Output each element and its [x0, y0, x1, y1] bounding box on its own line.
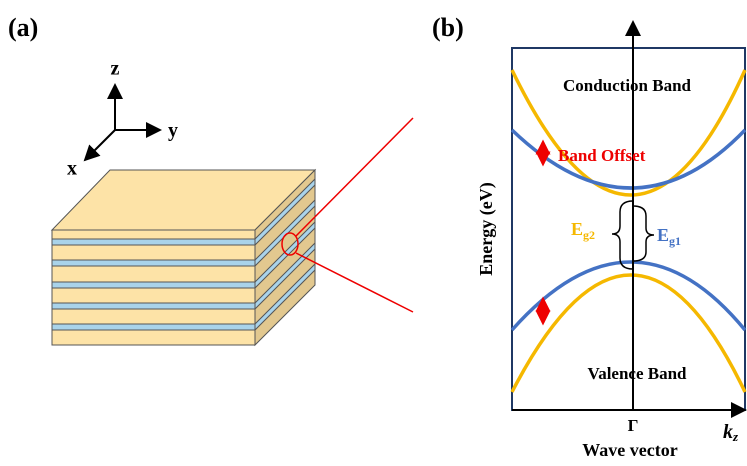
eg2-label: Eg2: [571, 219, 595, 242]
band-offset-label: Band Offset: [558, 146, 646, 165]
layer-stack: [52, 170, 315, 345]
kz-label: kz: [723, 421, 739, 444]
bands: [512, 70, 745, 392]
kz-main: k: [723, 421, 733, 443]
conduction-band-label: Conduction Band: [563, 76, 692, 95]
valence-band-label: Valence Band: [587, 364, 687, 383]
panel-label: (b): [432, 13, 464, 42]
axis-z: z: [111, 58, 120, 80]
gamma-label: Γ: [628, 416, 639, 435]
axis-x: x: [67, 158, 77, 180]
eg2-main: E: [571, 219, 583, 239]
axis-y: y: [168, 120, 178, 142]
y-axis-label: Energy (eV): [476, 182, 497, 275]
kz-sub: z: [732, 429, 739, 444]
eg2-sub: g2: [583, 228, 595, 242]
axes-triad: [85, 85, 160, 160]
x-axis-label: Wave vector: [582, 440, 677, 460]
eg1-sub: g1: [669, 234, 681, 248]
eg1-main: E: [657, 225, 669, 245]
eg1-label: Eg1: [657, 225, 681, 248]
figure: (a) z y x (b): [0, 0, 747, 466]
panel-label: (a): [8, 13, 38, 42]
plot-frame: [512, 48, 745, 410]
